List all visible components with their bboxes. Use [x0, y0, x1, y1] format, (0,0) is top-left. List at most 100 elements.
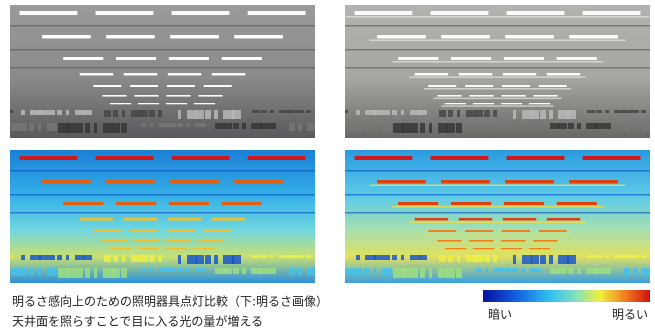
lamp	[459, 73, 492, 76]
floor-detail	[512, 268, 518, 272]
color-bar	[483, 290, 650, 302]
lamp	[437, 95, 461, 97]
floor-detail	[614, 255, 625, 258]
floor-detail	[195, 123, 206, 127]
lamp	[169, 202, 209, 205]
floor-detail	[85, 123, 90, 133]
floor-detail	[76, 268, 83, 278]
floor-detail	[168, 268, 176, 272]
lamp	[102, 240, 126, 242]
lamp	[234, 35, 283, 39]
lamp	[569, 180, 618, 184]
lamp	[138, 103, 159, 104]
lamp	[166, 240, 190, 242]
floor-detail	[577, 268, 581, 274]
floor-detail	[633, 123, 637, 131]
floor-detail	[48, 255, 55, 260]
lamp	[42, 35, 91, 39]
beam	[10, 170, 315, 172]
floor-detail	[493, 110, 497, 117]
floor-detail	[411, 268, 418, 278]
floor-detail	[485, 123, 488, 127]
floor-detail	[549, 110, 553, 119]
floor-detail	[121, 268, 127, 278]
lamp	[539, 230, 567, 232]
floor-detail	[475, 255, 483, 262]
floor-detail	[522, 255, 532, 264]
lamp	[63, 202, 103, 205]
floor-detail	[438, 123, 448, 133]
floor-detail	[159, 268, 169, 272]
lamp	[134, 240, 158, 242]
floor-detail	[577, 123, 581, 129]
floor-detail	[549, 255, 553, 264]
ceiling-glow	[409, 77, 585, 79]
lamp	[428, 230, 456, 232]
floor-detail	[150, 123, 153, 127]
floor-detail	[439, 255, 446, 262]
lamp	[583, 11, 641, 15]
floor-detail	[150, 268, 153, 272]
lamp	[441, 180, 490, 184]
lamp	[451, 57, 491, 60]
floor-detail	[57, 110, 62, 115]
lamp	[431, 156, 489, 160]
floor-detail	[484, 110, 490, 117]
floor-detail	[559, 268, 567, 274]
floor-detail	[401, 255, 404, 260]
lamp	[116, 202, 156, 205]
floor-detail	[624, 123, 630, 131]
floor-detail	[159, 123, 169, 127]
floor-detail	[214, 255, 218, 264]
ceiling-glow	[433, 243, 561, 245]
floor-detail	[205, 110, 211, 119]
lamp	[504, 57, 544, 60]
floor-detail	[382, 123, 392, 131]
floor-detail	[307, 268, 315, 276]
lamp	[507, 11, 565, 15]
floor-detail	[38, 268, 41, 276]
floor-detail	[58, 123, 69, 133]
floor-detail	[205, 255, 211, 264]
floor-detail	[531, 255, 539, 264]
floor-detail	[149, 110, 155, 117]
floor-detail	[66, 255, 69, 260]
floor-detail	[632, 255, 639, 258]
lamp	[20, 11, 78, 15]
lamp	[130, 85, 158, 87]
floor-detail	[401, 110, 404, 115]
lamp	[445, 248, 466, 249]
floor-detail	[456, 123, 462, 133]
floor-detail	[493, 255, 497, 262]
beam	[10, 49, 315, 51]
floor-detail	[30, 255, 41, 260]
beam	[345, 49, 650, 51]
floor-detail	[289, 123, 295, 131]
floor-detail	[383, 110, 390, 115]
lamp	[441, 35, 490, 39]
lamp	[529, 103, 550, 104]
floor-detail	[158, 255, 162, 262]
beam	[345, 212, 650, 214]
floor-detail	[279, 110, 290, 113]
floor-detail	[20, 123, 27, 131]
floor-detail	[494, 123, 504, 127]
brightness-image	[10, 150, 315, 283]
floor-detail	[122, 110, 125, 117]
brightness-image	[345, 150, 650, 283]
floor-detail	[586, 123, 597, 129]
beam	[10, 212, 315, 214]
floor-detail	[365, 255, 376, 260]
lamp	[124, 73, 157, 76]
floor-detail	[11, 123, 20, 131]
lamp	[465, 85, 493, 87]
floor-detail	[270, 255, 274, 258]
lamp	[168, 218, 201, 221]
floor-detail	[186, 268, 190, 272]
floor-detail	[345, 255, 348, 258]
lamp	[102, 95, 126, 97]
beam	[345, 170, 650, 172]
lamp	[415, 218, 448, 221]
lamp	[557, 57, 597, 60]
floor-detail	[215, 123, 225, 129]
